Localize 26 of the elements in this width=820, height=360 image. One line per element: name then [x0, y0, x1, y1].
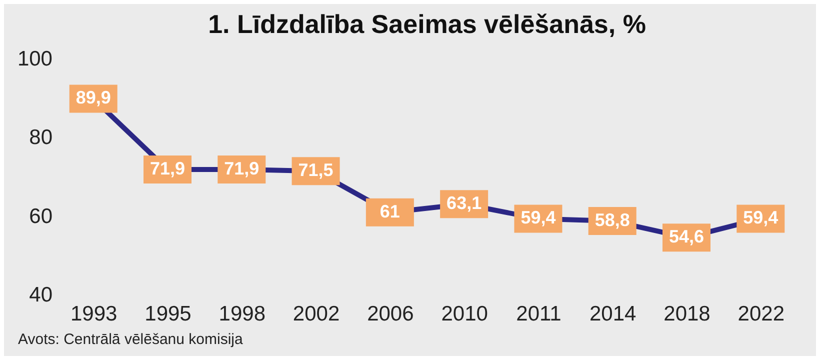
y-tick-label: 40	[29, 284, 52, 306]
data-label: 71,5	[298, 160, 334, 180]
x-tick-label: 1993	[70, 302, 118, 326]
data-label: 59,4	[743, 208, 778, 228]
data-label: 58,8	[594, 210, 630, 230]
data-label: 89,9	[76, 88, 111, 108]
x-tick-label: 2002	[292, 302, 340, 326]
y-tick-label: 100	[17, 48, 52, 70]
data-label: 63,1	[446, 193, 482, 214]
x-tick-label: 1995	[144, 302, 192, 326]
x-tick-label: 2006	[367, 302, 414, 326]
data-label: 59,4	[520, 208, 556, 228]
x-tick-label: 2010	[441, 302, 488, 326]
data-label: 54,6	[668, 226, 704, 247]
data-label: 71,9	[150, 158, 186, 179]
y-tick-label: 80	[29, 126, 52, 150]
x-tick-label: 2011	[516, 302, 562, 326]
x-tick-label: 2018	[664, 302, 710, 326]
x-tick-label: 2014	[589, 302, 637, 326]
text: Avots: Centrālā vēlēšanu komisija	[18, 331, 243, 348]
y-tick-label: 60	[29, 204, 52, 228]
data-label: 71,9	[224, 158, 260, 179]
chart-title: 1. Līdzdalība Saeimas vēlēšanās, %	[208, 9, 646, 39]
x-tick-label: 2022	[738, 302, 784, 326]
x-tick-label: 1998	[218, 302, 266, 326]
data-label: 61	[380, 201, 400, 222]
